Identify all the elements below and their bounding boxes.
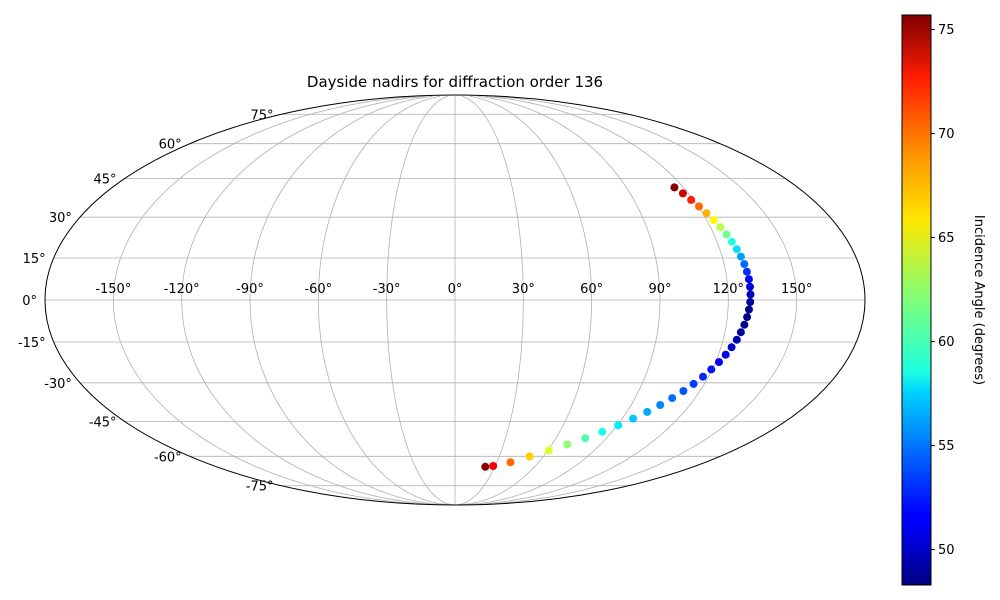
latitude-tick-label: -75° <box>246 480 274 495</box>
colorbar-gradient <box>901 14 932 586</box>
colorbar-tick-label: 75 <box>938 23 955 38</box>
latitude-tick-label: 15° <box>23 252 46 267</box>
graticule-grid <box>45 95 865 505</box>
colorbar-tick-label: 65 <box>938 231 955 246</box>
longitude-tick-labels: -150° -120° -90° -60° -30° 0° 30° 60° 90° 120° 150… <box>95 282 812 297</box>
map-boundary <box>44 94 866 506</box>
scatter-point <box>481 462 490 471</box>
latitude-tick-label: -45° <box>89 415 117 430</box>
scatter-point <box>732 335 741 344</box>
longitude-gridline <box>459 95 729 505</box>
scatter-point <box>544 446 553 455</box>
latitude-tick-label: 45° <box>94 173 117 188</box>
scatter-point <box>670 183 679 192</box>
latitude-tick-label: 60° <box>159 138 182 153</box>
longitude-tick-label: -150° <box>95 282 131 297</box>
scatter-point <box>678 189 687 198</box>
longitude-gridline <box>458 95 661 505</box>
scatter-point <box>746 282 754 291</box>
scatter-point <box>699 372 707 381</box>
scatter-point <box>506 458 515 467</box>
longitude-gridline <box>457 95 593 505</box>
scatter-point <box>668 394 677 403</box>
scatter-point <box>740 260 749 269</box>
longitude-tick-label: -60° <box>304 282 332 297</box>
colorbar-tick-label: 60 <box>938 335 955 350</box>
scatter-point <box>695 202 703 211</box>
scatter-point <box>732 245 741 254</box>
chart-title: Dayside nadirs for diffraction order 136 <box>307 73 603 91</box>
longitude-gridline <box>455 95 524 505</box>
scatter-point <box>614 421 623 430</box>
scatter-point <box>744 275 753 284</box>
latitude-tick-label: 30° <box>49 211 72 226</box>
scatter-point <box>489 462 498 470</box>
colorbar-ticks: 50 55 60 65 70 75 <box>931 23 955 558</box>
scatter-point <box>736 328 745 337</box>
scatter-point <box>598 427 607 436</box>
longitude-gridline <box>386 95 455 505</box>
longitude-gridline <box>181 95 451 505</box>
scatter-point <box>581 434 590 443</box>
longitude-tick-label: 120° <box>713 282 744 297</box>
longitude-tick-label: 30° <box>512 282 535 297</box>
scatter-point <box>721 350 730 359</box>
latitude-tick-label: 0° <box>22 294 37 309</box>
latitude-tick-labels: 75° 60° 45° 30° 15° 0° -15° -30° -45° -60° -75° <box>18 108 274 494</box>
latitude-tick-label: -60° <box>154 450 182 465</box>
scatter-point <box>679 387 688 395</box>
colorbar-tick-label: 70 <box>938 127 955 142</box>
longitude-gridline <box>112 95 450 505</box>
latitude-tick-label: -30° <box>44 377 72 392</box>
scatter-point <box>563 440 572 449</box>
scatter-point <box>743 313 752 322</box>
longitude-tick-label: -90° <box>236 282 264 297</box>
longitude-gridline <box>249 95 452 505</box>
longitude-tick-label: -120° <box>164 282 200 297</box>
scatter-point <box>736 252 745 261</box>
scatter-point <box>689 379 698 388</box>
colorbar-tick-label: 50 <box>938 543 955 558</box>
latitude-tick-label: 75° <box>250 108 273 123</box>
longitude-tick-label: 0° <box>448 282 463 297</box>
colorbar-label: Incidence Angle (degrees) <box>971 215 986 385</box>
scatter-point <box>746 290 755 299</box>
scatter-point <box>525 452 534 461</box>
scatter-point <box>727 343 736 352</box>
colorbar-tick-label: 55 <box>938 439 955 454</box>
scatter-point <box>740 320 749 329</box>
scatter-point <box>656 401 665 409</box>
scatter-point <box>707 365 716 374</box>
longitude-gridline <box>317 95 453 505</box>
scatter-point <box>745 305 753 314</box>
scatter-point <box>629 414 638 423</box>
longitude-tick-label: -30° <box>373 282 401 297</box>
scatter-point <box>746 298 755 306</box>
longitude-tick-label: 150° <box>781 282 812 297</box>
scatter-point <box>702 209 711 218</box>
scatter-point <box>722 230 731 239</box>
scatter-points <box>481 183 755 471</box>
scatter-point <box>716 223 725 232</box>
longitude-tick-label: 60° <box>580 282 603 297</box>
scatter-point <box>742 267 751 276</box>
scatter-point <box>709 216 718 225</box>
longitude-gridline <box>460 95 798 505</box>
colorbar: 50 55 60 65 70 75 Incidence Angle (degrees) <box>901 14 986 586</box>
scatter-point <box>727 237 736 246</box>
scatter-point <box>715 358 723 367</box>
scatter-point <box>643 407 652 416</box>
latitude-tick-label: -15° <box>18 336 46 351</box>
scatter-point <box>687 195 696 204</box>
longitude-tick-label: 90° <box>648 282 671 297</box>
